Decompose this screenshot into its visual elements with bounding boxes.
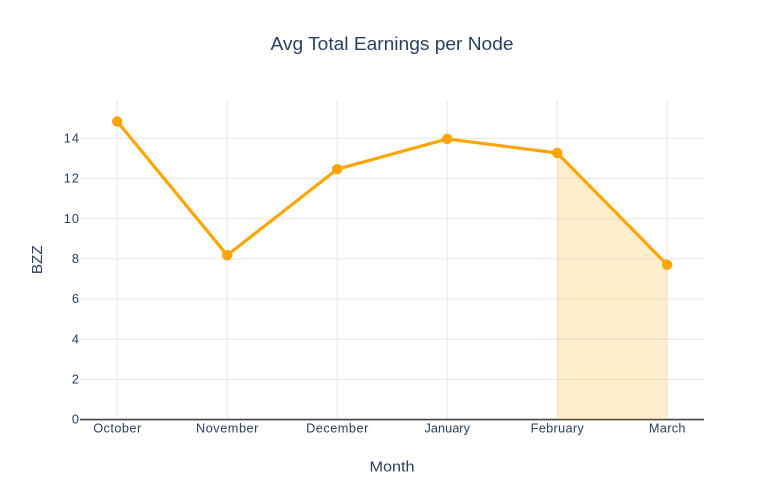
svg-text:Avg Total Earnings per Node: Avg Total Earnings per Node <box>271 34 514 54</box>
svg-text:December: December <box>306 420 369 435</box>
svg-text:January: January <box>424 420 470 435</box>
svg-text:October: October <box>93 420 142 435</box>
svg-text:2: 2 <box>72 371 79 386</box>
svg-text:March: March <box>649 420 686 435</box>
svg-text:Month: Month <box>370 459 415 475</box>
svg-text:4: 4 <box>72 331 79 346</box>
svg-text:0: 0 <box>72 412 79 427</box>
svg-text:BZZ: BZZ <box>30 245 46 274</box>
svg-text:November: November <box>196 420 259 435</box>
svg-text:6: 6 <box>72 291 79 306</box>
svg-text:February: February <box>531 420 585 435</box>
svg-text:10: 10 <box>64 211 79 226</box>
svg-text:12: 12 <box>64 171 79 186</box>
svg-text:14: 14 <box>64 130 79 145</box>
svg-text:8: 8 <box>72 251 79 266</box>
